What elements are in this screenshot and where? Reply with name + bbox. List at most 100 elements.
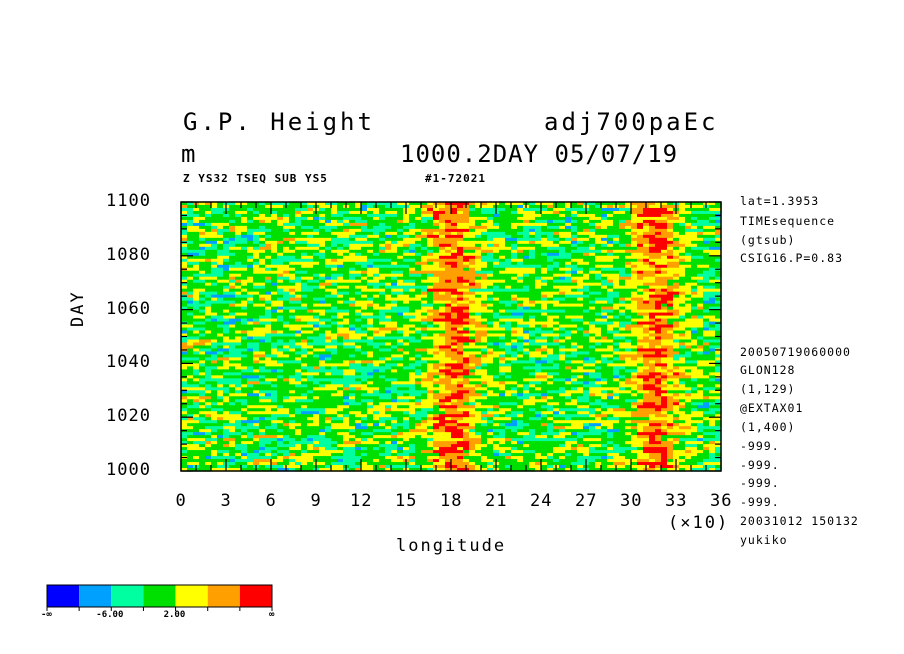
heatmap-cell: [685, 297, 692, 302]
heatmap-cell: [253, 312, 260, 317]
heatmap-cell: [397, 255, 404, 260]
heatmap-cell: [451, 213, 458, 218]
heatmap-cell: [493, 276, 500, 281]
heatmap-cell: [703, 327, 710, 332]
heatmap-cell: [535, 351, 542, 356]
heatmap-cell: [619, 237, 626, 242]
heatmap-cell: [337, 213, 344, 218]
heatmap-cell: [283, 255, 290, 260]
heatmap-cell: [565, 279, 572, 284]
heatmap-cell: [535, 279, 542, 284]
heatmap-cell: [565, 204, 572, 209]
heatmap-cell: [481, 207, 488, 212]
heatmap-cell: [307, 234, 314, 239]
heatmap-cell: [529, 294, 536, 299]
heatmap-cell: [463, 324, 470, 329]
heatmap-cell: [685, 234, 692, 239]
heatmap-cell: [559, 360, 566, 364]
heatmap-cell: [271, 237, 278, 242]
heatmap-cell: [493, 240, 500, 245]
heatmap-cell: [415, 240, 422, 245]
heatmap-cell: [553, 288, 560, 293]
heatmap-cell: [481, 363, 488, 367]
heatmap-cell: [427, 348, 434, 353]
heatmap-cell: [409, 264, 416, 269]
heatmap-cell: [235, 255, 242, 260]
heatmap-cell: [667, 264, 674, 269]
heatmap-cell: [259, 291, 266, 296]
heatmap-cell: [649, 279, 656, 284]
heatmap-cell: [583, 246, 590, 251]
heatmap-cell: [271, 306, 278, 311]
heatmap-cell: [523, 282, 530, 287]
heatmap-cell: [583, 315, 590, 320]
heatmap-cell: [289, 288, 296, 293]
heatmap-cell: [511, 357, 518, 362]
heatmap-cell: [691, 249, 698, 254]
heatmap-cell: [655, 351, 662, 356]
heatmap-cell: [691, 312, 698, 317]
heatmap-cell: [235, 216, 242, 221]
heatmap-cell: [217, 351, 224, 356]
heatmap-cell: [307, 204, 314, 209]
heatmap-cell: [697, 249, 704, 254]
heatmap-cell: [211, 315, 218, 320]
heatmap-cell: [277, 336, 284, 341]
heatmap-cell: [265, 342, 272, 347]
heatmap-cell: [691, 297, 698, 302]
heatmap-cell: [511, 234, 518, 239]
heatmap-cell: [367, 219, 374, 224]
heatmap-cell: [295, 345, 302, 350]
heatmap-cell: [667, 288, 674, 293]
heatmap-cell: [205, 366, 212, 370]
heatmap-cell: [421, 249, 428, 254]
heatmap-cell: [511, 276, 518, 281]
heatmap-cell: [715, 228, 722, 233]
heatmap-cell: [265, 270, 272, 275]
heatmap-cell: [307, 348, 314, 353]
heatmap-cell: [397, 339, 404, 344]
heatmap-cell: [247, 240, 254, 245]
heatmap-cell: [697, 333, 704, 338]
heatmap-cell: [697, 246, 704, 251]
heatmap-cell: [577, 255, 584, 260]
heatmap-cell: [499, 207, 506, 212]
heatmap-cell: [259, 228, 266, 233]
heatmap-cell: [319, 291, 326, 296]
heatmap-cell: [583, 231, 590, 236]
heatmap-cell: [703, 363, 710, 367]
heatmap-cell: [589, 318, 596, 323]
heatmap-cell: [691, 351, 698, 356]
heatmap-cell: [481, 318, 488, 323]
heatmap-cell: [421, 309, 428, 314]
heatmap-cell: [289, 318, 296, 323]
heatmap-cell: [691, 363, 698, 367]
heatmap-cell: [571, 303, 578, 308]
heatmap-cell: [337, 324, 344, 329]
heatmap-cell: [457, 273, 464, 278]
heatmap-cell: [517, 321, 524, 326]
heatmap-cell: [451, 222, 458, 227]
heatmap-cell: [181, 246, 188, 251]
heatmap-cell: [499, 228, 506, 233]
heatmap-cell: [409, 246, 416, 251]
heatmap-cell: [661, 312, 668, 317]
heatmap-cell: [361, 336, 368, 341]
heatmap-cell: [535, 234, 542, 239]
heatmap-cell: [433, 309, 440, 314]
heatmap-cell: [655, 219, 662, 224]
heatmap-cell: [697, 318, 704, 323]
heatmap-cell: [715, 354, 722, 359]
heatmap-cell: [523, 231, 530, 236]
heatmap-cell: [595, 279, 602, 284]
heatmap-cell: [511, 258, 518, 263]
heatmap-cell: [343, 258, 350, 263]
heatmap-cell: [241, 219, 248, 224]
heatmap-cell: [535, 297, 542, 302]
heatmap-cell: [679, 219, 686, 224]
heatmap-cell: [457, 348, 464, 353]
heatmap-cell: [343, 333, 350, 338]
heatmap-cell: [427, 273, 434, 278]
heatmap-cell: [481, 354, 488, 359]
heatmap-cell: [205, 255, 212, 260]
